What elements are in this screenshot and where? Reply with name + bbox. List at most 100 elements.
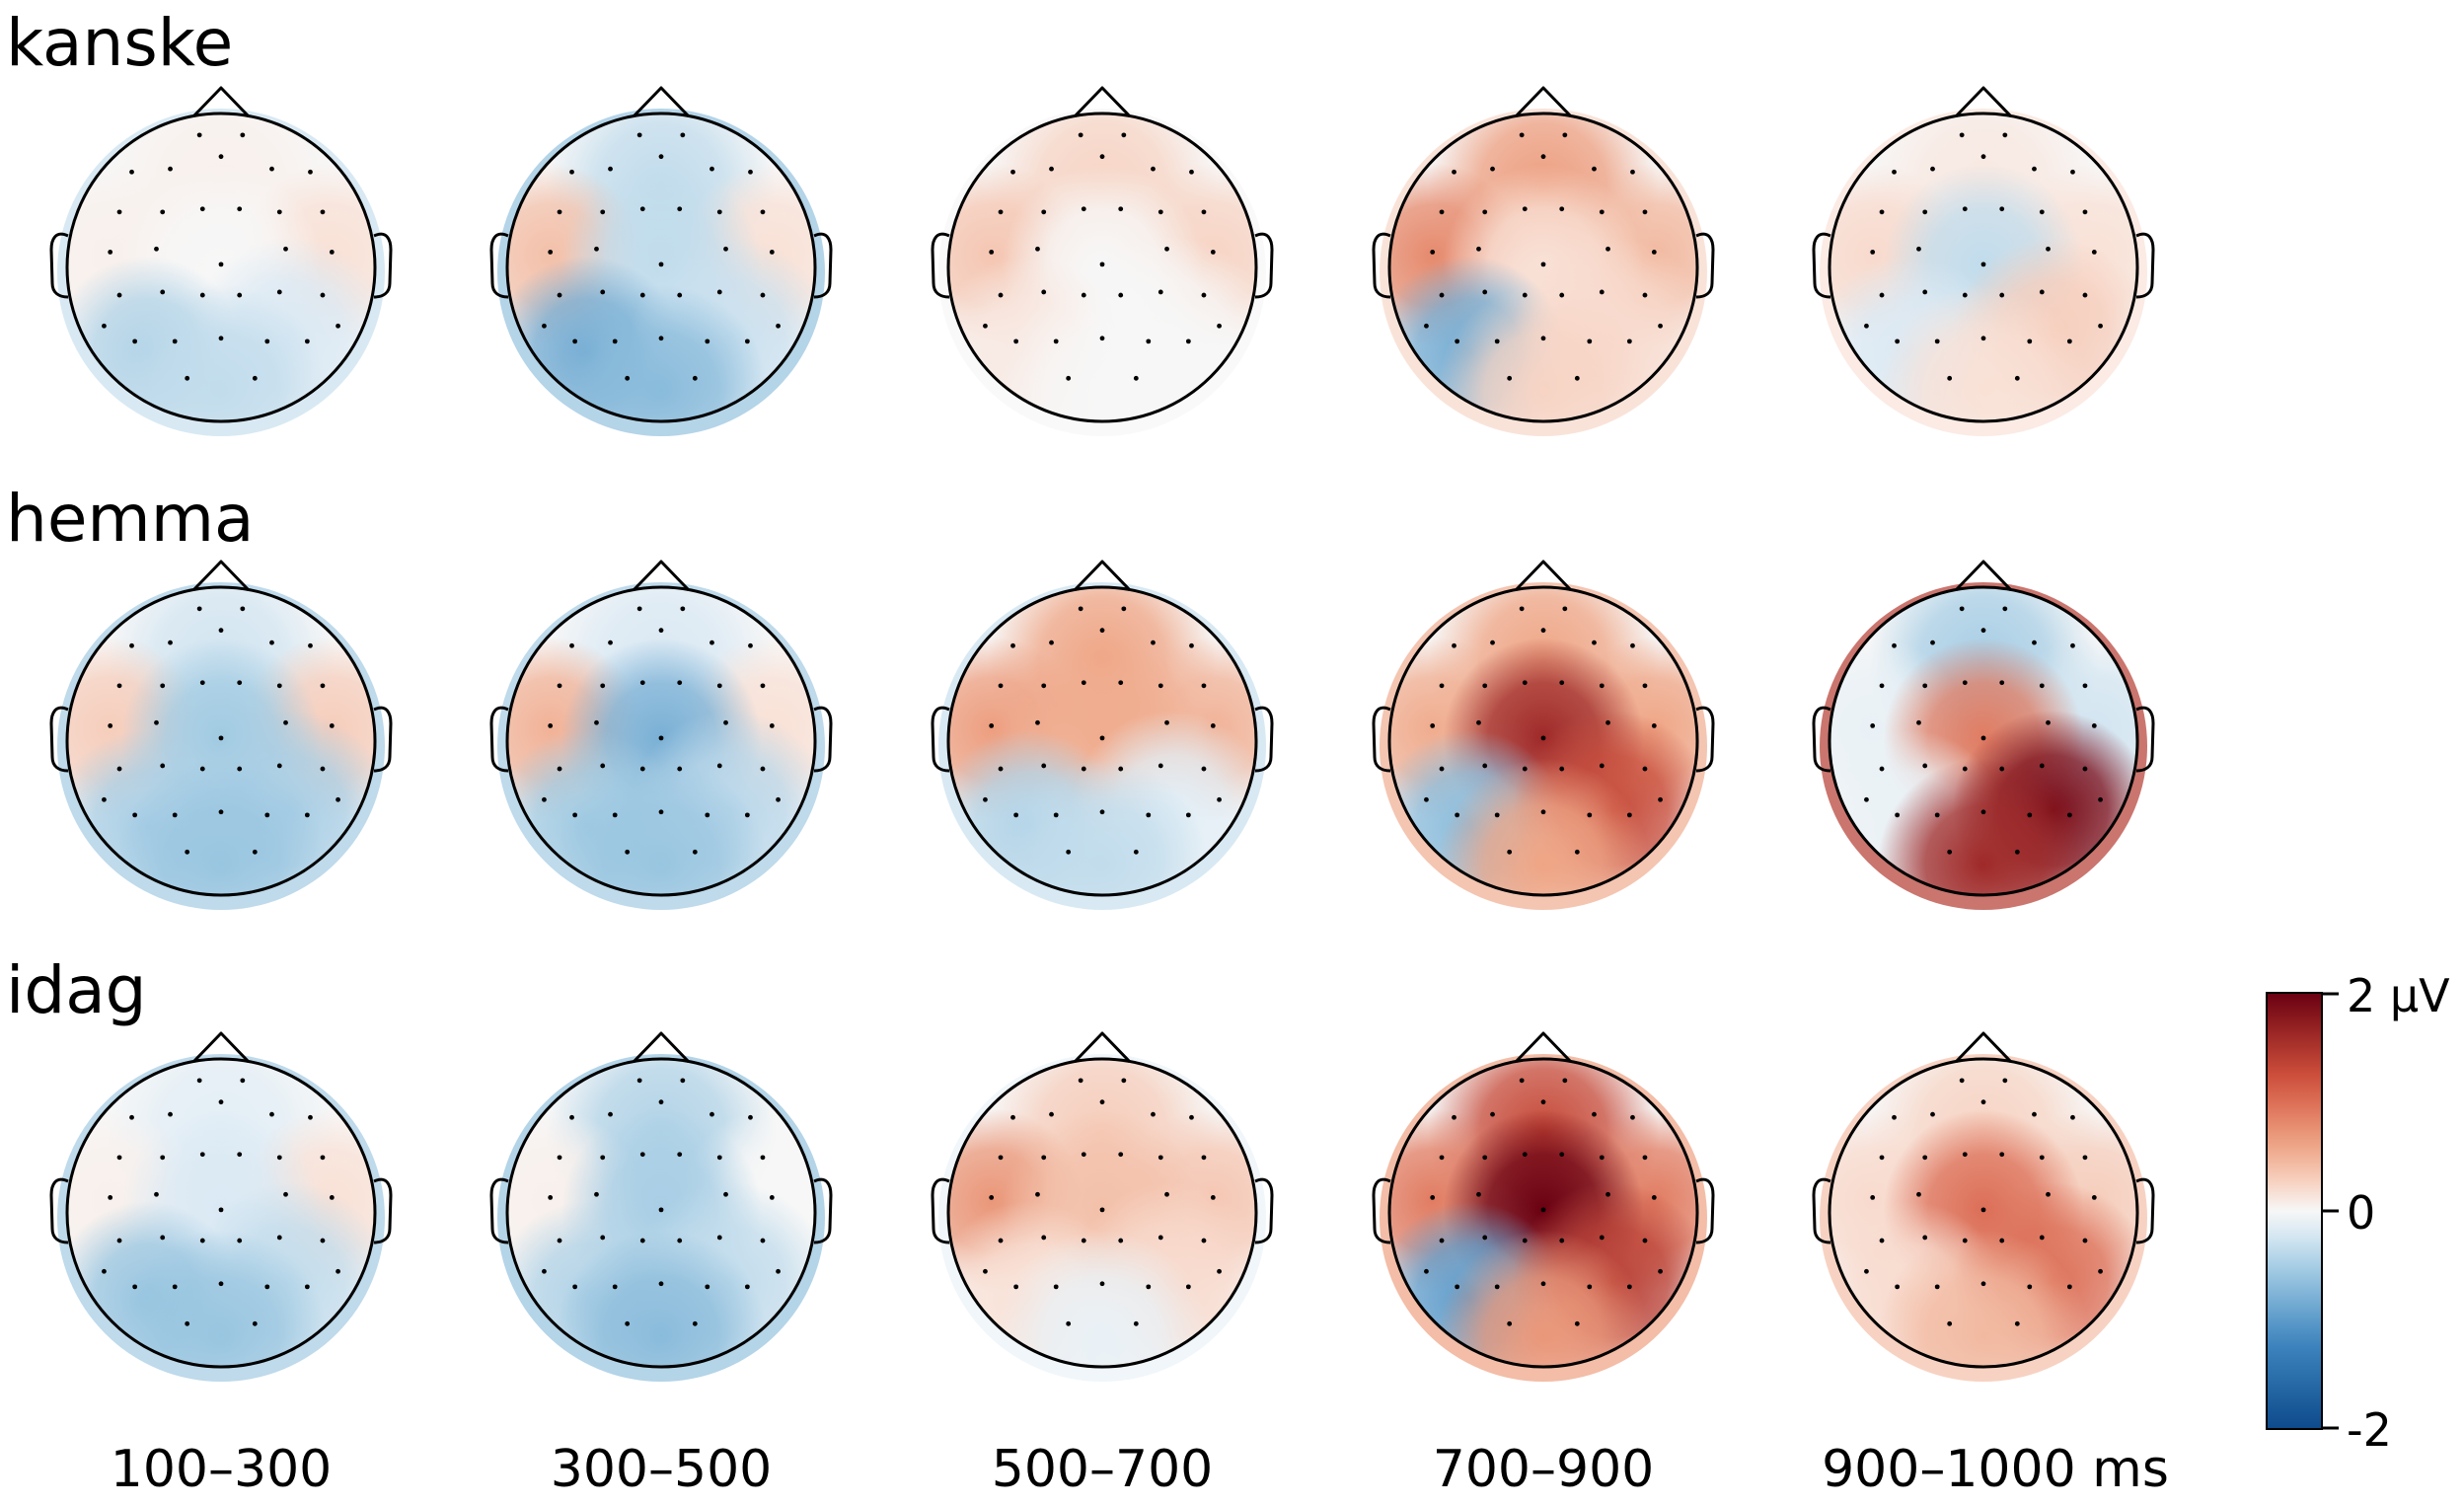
topomap-kanske-900-1000 bbox=[1780, 72, 2187, 496]
electrode-dot bbox=[2046, 1192, 2051, 1197]
electrode-dot bbox=[173, 1284, 178, 1289]
electrode-dot bbox=[1587, 1284, 1592, 1289]
electrode-dot bbox=[1981, 1099, 1986, 1104]
electrode-dot bbox=[240, 606, 245, 611]
electrode-dot bbox=[1523, 1239, 1528, 1243]
region-occipital bbox=[1438, 285, 1650, 497]
electrode-dot bbox=[1575, 376, 1580, 381]
electrode-dot bbox=[677, 1239, 682, 1243]
electrode-dot bbox=[1963, 767, 1968, 772]
electrode-dot bbox=[1627, 339, 1632, 343]
electrode-dot bbox=[1963, 1152, 1968, 1157]
electrode-dot bbox=[1916, 247, 1921, 252]
electrode-dot bbox=[1455, 1284, 1459, 1289]
electrode-dot bbox=[770, 723, 775, 728]
electrode-dot bbox=[1151, 167, 1156, 172]
electrode-dot bbox=[277, 764, 282, 769]
electrode-dot bbox=[1981, 1207, 1986, 1212]
electrode-dot bbox=[1066, 850, 1071, 855]
electrode-dot bbox=[1211, 1195, 1216, 1200]
electrode-dot bbox=[2027, 339, 2032, 343]
electrode-dot bbox=[600, 1236, 605, 1241]
electrode-dot bbox=[1440, 1155, 1445, 1160]
electrode-dot bbox=[305, 339, 310, 343]
electrode-dot bbox=[1981, 1281, 1986, 1286]
colorbar-tick-zero: 0 bbox=[2347, 1186, 2375, 1240]
electrode-dot bbox=[1035, 247, 1040, 252]
electrode-dot bbox=[705, 1284, 709, 1289]
electrode-dot bbox=[1164, 247, 1169, 252]
electrode-dot bbox=[594, 720, 599, 725]
electrode-dot bbox=[1935, 812, 1940, 817]
electrode-dot bbox=[640, 293, 645, 298]
electrode-dot bbox=[237, 767, 242, 772]
electrode-dot bbox=[1643, 767, 1648, 772]
colorbar-tick-max: 2 µV bbox=[2347, 969, 2450, 1022]
electrode-dot bbox=[1523, 680, 1528, 685]
electrode-dot bbox=[569, 1115, 574, 1120]
electrode-dot bbox=[1158, 290, 1163, 295]
electrode-dot bbox=[1541, 1207, 1546, 1212]
electrode-dot bbox=[185, 850, 189, 855]
electrode-dot bbox=[1164, 1192, 1169, 1197]
electrode-dot bbox=[1476, 1192, 1481, 1197]
electrode-dot bbox=[160, 1155, 165, 1160]
electrode-dot bbox=[1100, 628, 1105, 633]
electrode-dot bbox=[305, 812, 310, 817]
electrode-dot bbox=[237, 680, 242, 685]
electrode-dot bbox=[1652, 723, 1657, 728]
electrode-dot bbox=[1189, 643, 1194, 648]
electrode-dot bbox=[677, 680, 682, 685]
electrode-dot bbox=[1523, 767, 1528, 772]
electrode-dot bbox=[1658, 324, 1663, 329]
electrode-dot bbox=[548, 1195, 553, 1200]
electrode-dot bbox=[1455, 812, 1459, 817]
electrode-dot bbox=[154, 1192, 159, 1197]
electrode-dot bbox=[330, 723, 335, 728]
electrode-dot bbox=[608, 167, 613, 172]
electrode-dot bbox=[1507, 850, 1512, 855]
electrode-dot bbox=[625, 1321, 630, 1326]
electrode-dot bbox=[1605, 1192, 1610, 1197]
electrode-dot bbox=[1587, 812, 1592, 817]
electrode-dot bbox=[999, 1155, 1004, 1160]
electrode-dot bbox=[723, 1192, 728, 1197]
electrode-dot bbox=[1960, 1078, 1965, 1083]
electrode-dot bbox=[1643, 293, 1648, 298]
electrode-dot bbox=[237, 1152, 242, 1157]
electrode-dot bbox=[269, 1112, 274, 1117]
region-occipital bbox=[1438, 759, 1650, 971]
electrode-dot bbox=[709, 167, 714, 172]
electrode-dot bbox=[1559, 680, 1564, 685]
electrode-dot bbox=[2083, 1239, 2088, 1243]
electrode-dot bbox=[129, 1115, 134, 1120]
electrode-dot bbox=[132, 339, 137, 343]
electrode-dot bbox=[1963, 206, 1968, 211]
region-occipital bbox=[115, 759, 328, 971]
electrode-dot bbox=[2092, 1195, 2097, 1200]
electrode-dot bbox=[1217, 797, 1222, 802]
electrode-dot bbox=[1981, 735, 1986, 740]
electrode-dot bbox=[2070, 643, 2075, 648]
electrode-dot bbox=[748, 170, 753, 175]
electrode-dot bbox=[305, 1284, 310, 1289]
electrode-dot bbox=[1895, 812, 1900, 817]
electrode-dot bbox=[723, 720, 728, 725]
electrode-dot bbox=[2070, 170, 2075, 175]
electrode-dot bbox=[1134, 1321, 1139, 1326]
electrode-dot bbox=[600, 290, 605, 295]
electrode-dot bbox=[680, 606, 685, 611]
electrode-dot bbox=[1523, 206, 1528, 211]
electrode-dot bbox=[2083, 209, 2088, 214]
electrode-dot bbox=[2083, 683, 2088, 688]
electrode-dot bbox=[1600, 683, 1605, 688]
electrode-dot bbox=[1158, 1155, 1163, 1160]
electrode-dot bbox=[108, 723, 112, 728]
electrode-dot bbox=[983, 324, 988, 329]
electrode-dot bbox=[1520, 132, 1525, 137]
electrode-dot bbox=[1482, 1236, 1487, 1241]
electrode-dot bbox=[1541, 1099, 1546, 1104]
electrode-dot bbox=[1592, 1112, 1597, 1117]
electrode-dot bbox=[168, 1112, 173, 1117]
